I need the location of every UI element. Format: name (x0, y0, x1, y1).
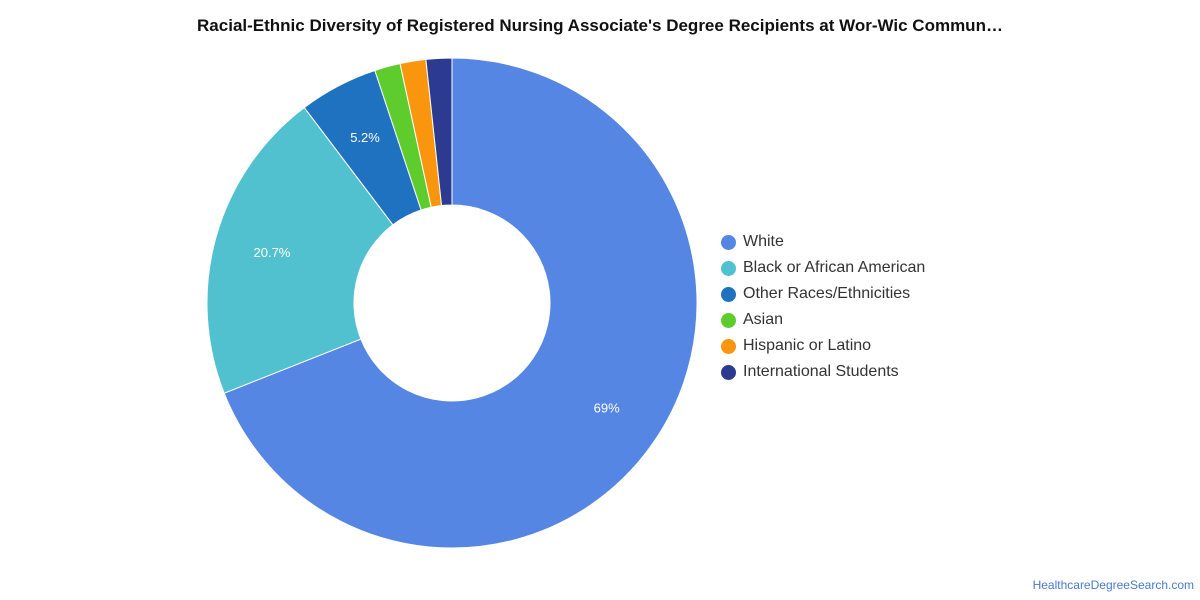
legend-item-white[interactable]: White (721, 229, 925, 255)
chart-title: Racial-Ethnic Diversity of Registered Nu… (197, 16, 1003, 35)
legend-item-international-students[interactable]: International Students (721, 359, 925, 385)
donut-data-labels: 69% 20.7% 5.2% (254, 130, 621, 416)
legend-item-other-races-ethnicities[interactable]: Other Races/Ethnicities (721, 281, 925, 307)
slice-international-students[interactable] (425, 57, 453, 207)
source-credit-link[interactable]: HealthcareDegreeSearch.com (1032, 578, 1194, 592)
slice-black-or-african-american[interactable] (206, 106, 394, 394)
legend-label: White (743, 233, 784, 250)
data-label-other-races-ethnicities: 5.2% (350, 130, 380, 145)
legend-swatch-icon (721, 364, 736, 380)
legend-swatch-icon (721, 234, 736, 250)
legend-label: International Students (743, 363, 899, 380)
legend-label: Other Races/Ethnicities (743, 285, 911, 302)
legend-swatch-icon (721, 286, 736, 302)
legend-item-black-or-african-american[interactable]: Black or African American (721, 255, 925, 281)
data-label-black-or-african-american: 20.7% (254, 245, 291, 260)
legend-swatch-icon (721, 312, 736, 328)
legend-label: Asian (743, 311, 784, 328)
legend-label: Hispanic or Latino (743, 337, 872, 354)
legend-item-asian[interactable]: Asian (721, 307, 925, 333)
legend-item-hispanic-or-latino[interactable]: Hispanic or Latino (721, 333, 925, 359)
legend-swatch-icon (721, 260, 736, 276)
data-label-white: 69% (594, 401, 620, 416)
slice-white[interactable] (223, 57, 698, 549)
chart-legend: White Black or African American Other Race… (721, 229, 925, 385)
donut-slices (206, 57, 698, 549)
legend-swatch-icon (721, 338, 736, 354)
legend-label: Black or African American (743, 259, 926, 276)
